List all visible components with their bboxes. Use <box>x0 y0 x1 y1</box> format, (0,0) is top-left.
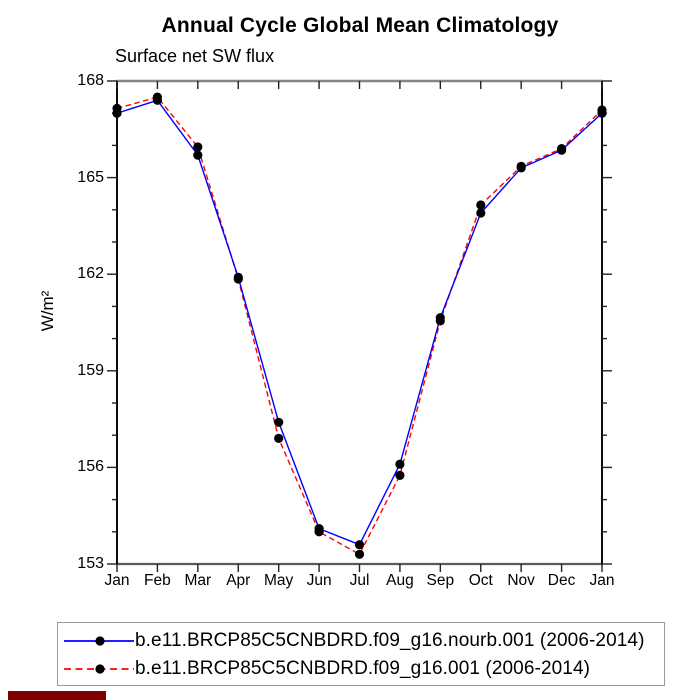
y-tick-label-153: 153 <box>77 555 104 572</box>
data-point-marker <box>193 142 203 152</box>
x-tick-label-feb-1: Feb <box>144 572 171 589</box>
chart-subtitle: Surface net SW flux <box>115 46 275 66</box>
legend-sample-line-dashed <box>64 664 134 674</box>
data-point-marker <box>435 316 445 326</box>
chart-title: Annual Cycle Global Mean Climatology <box>161 14 559 37</box>
data-point-marker <box>274 433 284 443</box>
data-point-marker <box>152 92 162 102</box>
data-point-marker <box>476 208 486 218</box>
legend-label-nourb: b.e11.BRCP85C5CNBDRD.f09_g16.nourb.001 (… <box>135 630 645 651</box>
x-tick-label-mar-2: Mar <box>184 572 212 589</box>
x-tick-label-nov-10: Nov <box>507 572 535 589</box>
x-tick-label-apr-3: Apr <box>226 572 251 589</box>
legend-marker-dot <box>95 664 105 674</box>
data-point-marker <box>274 417 284 427</box>
data-point-marker <box>476 200 486 210</box>
y-tick-label-159: 159 <box>77 361 104 379</box>
bottom-left-red-bar <box>8 691 106 700</box>
x-tick-label-dec-11: Dec <box>547 572 576 589</box>
data-point-marker <box>516 161 526 171</box>
data-point-marker <box>597 105 607 115</box>
x-tick-label-jul-6: Jul <box>349 572 370 589</box>
series-line-solid <box>116 99 603 546</box>
data-point-marker <box>354 540 365 550</box>
data-point-marker <box>112 103 122 113</box>
y-tick-label-165: 165 <box>77 168 104 186</box>
data-point-marker <box>395 470 405 480</box>
legend-sample-line-solid <box>64 636 134 646</box>
x-tick-label-jan-12: Jan <box>589 572 615 589</box>
x-tick-label-oct-9: Oct <box>468 572 493 589</box>
y-tick-label-168: 168 <box>77 72 104 89</box>
data-point-marker <box>395 459 405 469</box>
legend-box: b.e11.BRCP85C5CNBDRD.f09_g16.nourb.001 (… <box>57 622 665 686</box>
data-point-marker <box>354 549 365 559</box>
x-tick-label-aug-7: Aug <box>386 572 414 589</box>
y-tick-label-156: 156 <box>77 458 104 476</box>
legend-item-urb: b.e11.BRCP85C5CNBDRD.f09_g16.001 (2006-2… <box>58 657 664 681</box>
x-tick-label-jun-5: Jun <box>306 572 332 589</box>
x-tick-label-sep-8: Sep <box>426 572 455 589</box>
legend-marker-dot <box>95 636 105 646</box>
legend-label-urb: b.e11.BRCP85C5CNBDRD.f09_g16.001 (2006-2… <box>135 658 591 679</box>
y-tick-label-162: 162 <box>77 265 104 283</box>
x-tick-label-jan-0: Jan <box>104 572 130 589</box>
data-point-marker <box>557 144 567 154</box>
y-axis-title: W/m² <box>38 290 57 332</box>
data-point-marker <box>193 150 203 160</box>
data-point-marker <box>233 274 243 284</box>
series-line-dashed <box>116 96 603 556</box>
data-point-marker <box>314 527 324 537</box>
x-tick-label-may-4: May <box>264 572 294 589</box>
legend-item-nourb: b.e11.BRCP85C5CNBDRD.f09_g16.nourb.001 (… <box>58 629 664 653</box>
